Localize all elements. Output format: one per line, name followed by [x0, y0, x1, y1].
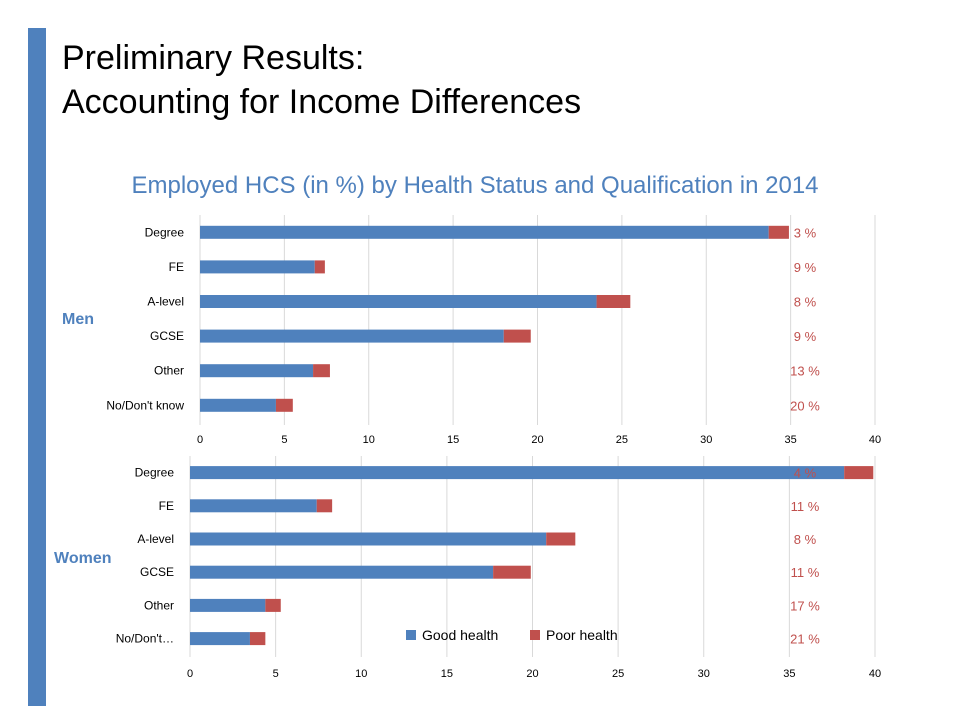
bar-poor-health [493, 565, 531, 579]
x-tick-label: 30 [698, 668, 710, 680]
bar-poor-health [768, 225, 789, 239]
category-label: Degree [145, 225, 185, 239]
bar-poor-health [844, 466, 874, 480]
category-label: GCSE [150, 329, 184, 343]
legend-swatch-good-health [406, 630, 416, 640]
bar-poor-health [275, 398, 293, 412]
slide-title: Preliminary Results: Accounting for Inco… [62, 36, 581, 124]
bar-good-health [190, 632, 250, 646]
poor-health-share-label: 11 % [791, 565, 820, 580]
category-label: Other [144, 598, 174, 612]
chart-heading: Employed HCS (in %) by Health Status and… [131, 172, 819, 199]
x-tick-label: 5 [281, 434, 287, 446]
bar-good-health [190, 565, 494, 579]
poor-health-share-label: 20 % [790, 398, 820, 413]
bar-poor-health [316, 499, 333, 513]
bar-poor-health [313, 364, 330, 378]
bar-good-health [200, 364, 314, 378]
x-tick-label: 0 [197, 434, 203, 446]
poor-health-share-label: 4 % [794, 466, 817, 481]
x-tick-label: 15 [441, 668, 453, 680]
category-label: GCSE [140, 565, 174, 579]
x-tick-label: 40 [869, 434, 881, 446]
bar-good-health [190, 499, 317, 513]
category-label: No/Don't… [116, 632, 174, 646]
bar-poor-health [249, 632, 266, 646]
bar-good-health [200, 295, 597, 308]
bar-good-health [200, 225, 769, 239]
slide-title-line-1: Preliminary Results: [62, 39, 365, 77]
slide-title-line-2: Accounting for Income Differences [62, 83, 582, 121]
x-tick-label: 15 [447, 434, 459, 446]
bar-good-health [190, 466, 845, 480]
x-tick-label: 10 [355, 668, 367, 680]
bar-poor-health [596, 295, 631, 308]
poor-health-share-label: 9 % [794, 260, 817, 275]
x-tick-label: 25 [612, 668, 624, 680]
bar-good-health [190, 532, 547, 546]
category-label: No/Don't know [106, 398, 184, 412]
bar-poor-health [265, 598, 281, 612]
accent-bar [28, 28, 46, 706]
legend-swatch-poor-health [530, 630, 540, 640]
category-label: Other [154, 364, 184, 378]
bar-good-health [190, 598, 266, 612]
poor-health-share-label: 8 % [794, 532, 817, 547]
legend-label-good-health: Good health [422, 627, 498, 643]
category-label: FE [159, 499, 174, 513]
x-tick-label: 40 [869, 668, 881, 680]
poor-health-share-label: 13 % [790, 364, 820, 379]
category-label: A-level [147, 295, 184, 309]
poor-health-share-label: 11 % [791, 499, 820, 514]
poor-health-share-label: 9 % [794, 329, 817, 344]
legend-label-poor-health: Poor health [546, 627, 618, 643]
panel-label-men: Men [62, 311, 94, 328]
panel-label-women: Women [54, 550, 112, 567]
bar-good-health [200, 260, 315, 274]
x-tick-label: 20 [531, 434, 543, 446]
x-tick-label: 25 [616, 434, 628, 446]
x-tick-label: 5 [273, 668, 279, 680]
x-tick-label: 20 [526, 668, 538, 680]
x-tick-label: 10 [363, 434, 375, 446]
category-label: Degree [135, 466, 175, 480]
poor-health-share-label: 8 % [794, 295, 817, 310]
bar-good-health [200, 398, 276, 412]
x-tick-label: 35 [783, 668, 795, 680]
category-label: A-level [137, 532, 174, 546]
bar-poor-health [503, 329, 531, 343]
bar-poor-health [546, 532, 576, 546]
category-label: FE [169, 260, 184, 274]
x-tick-label: 0 [187, 668, 193, 680]
x-tick-label: 30 [700, 434, 712, 446]
poor-health-share-label: 3 % [794, 225, 817, 240]
poor-health-share-label: 17 % [790, 598, 820, 613]
bar-good-health [200, 329, 504, 343]
bar-poor-health [314, 260, 325, 274]
x-tick-label: 35 [785, 434, 797, 446]
poor-health-share-label: 21 % [790, 632, 820, 647]
